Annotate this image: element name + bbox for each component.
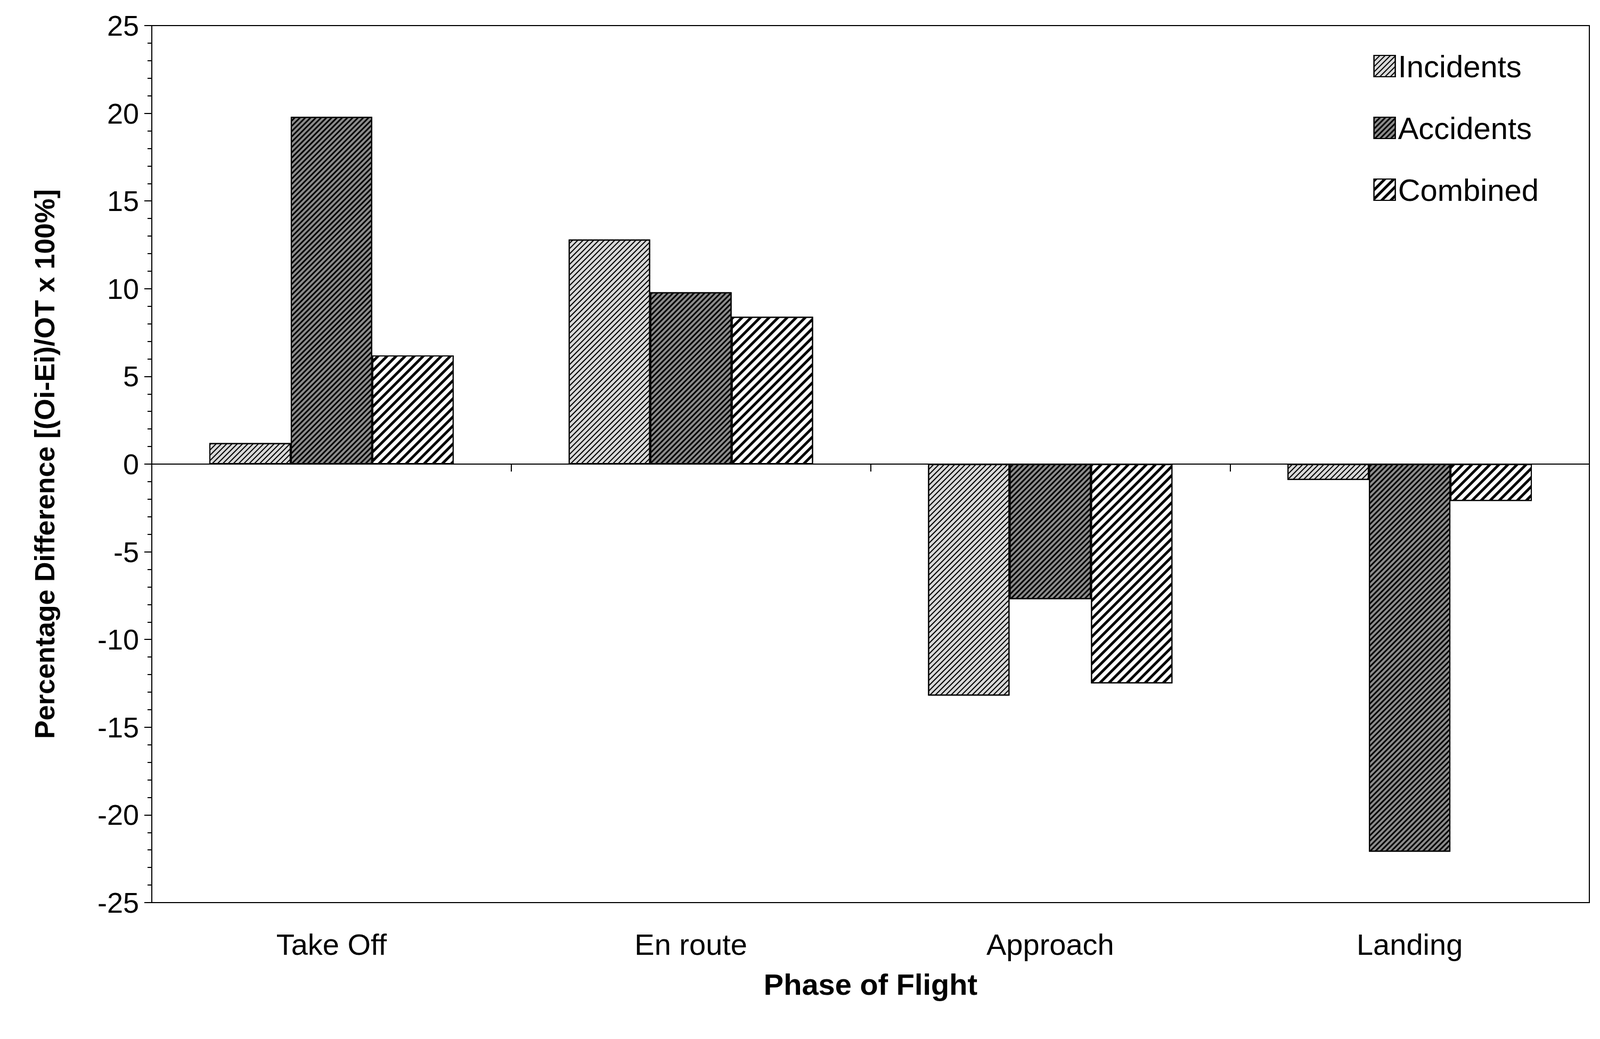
svg-text:Accidents: Accidents <box>1398 110 1532 146</box>
svg-text:25: 25 <box>107 9 140 42</box>
svg-text:Percentage Difference [(Oi-Ei): Percentage Difference [(Oi-Ei)/OT x 100%… <box>29 189 61 739</box>
svg-text:10: 10 <box>107 272 140 305</box>
svg-text:Combined: Combined <box>1398 172 1539 208</box>
svg-text:20: 20 <box>107 97 140 130</box>
svg-text:0: 0 <box>123 447 140 480</box>
svg-text:-5: -5 <box>113 535 140 568</box>
svg-text:En route: En route <box>634 927 748 961</box>
svg-text:Take Off: Take Off <box>276 927 388 961</box>
svg-text:Landing: Landing <box>1356 927 1463 961</box>
svg-text:15: 15 <box>107 184 140 217</box>
svg-text:-25: -25 <box>97 886 140 919</box>
svg-text:-10: -10 <box>97 623 140 656</box>
svg-text:Incidents: Incidents <box>1398 49 1522 84</box>
svg-text:-15: -15 <box>97 711 140 744</box>
svg-text:Approach: Approach <box>986 927 1115 961</box>
svg-text:Phase of Flight: Phase of Flight <box>763 967 978 1001</box>
svg-text:-20: -20 <box>97 798 140 831</box>
svg-text:5: 5 <box>123 360 140 393</box>
